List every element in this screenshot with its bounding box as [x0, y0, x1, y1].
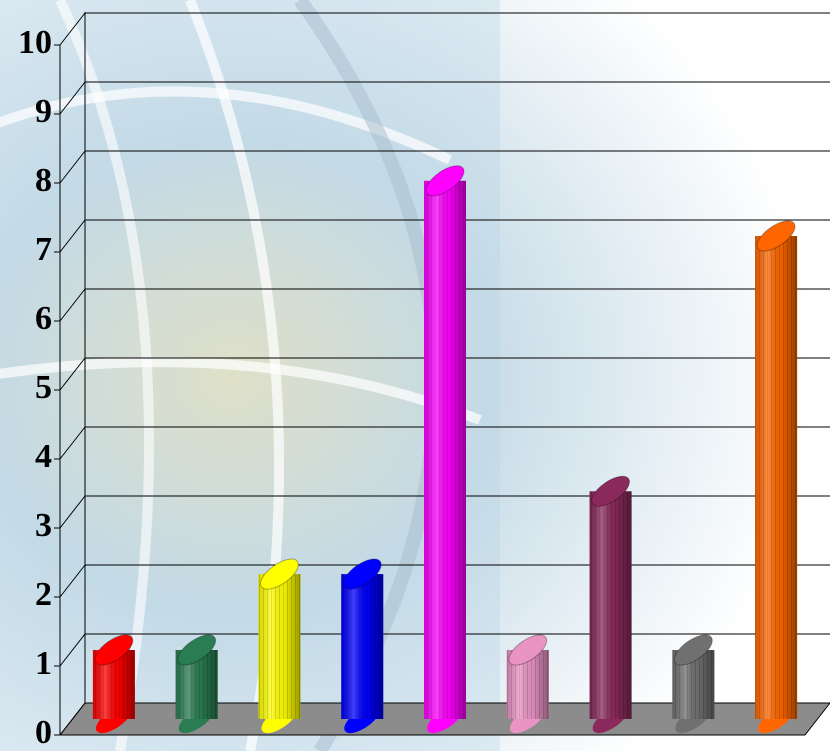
- bar-cap: [591, 475, 630, 507]
- grid-line: [59, 426, 86, 460]
- bar-shade: [755, 236, 798, 719]
- bar-shade: [424, 180, 466, 720]
- y-tick-label: 7: [35, 231, 52, 268]
- grid-line: [59, 633, 86, 667]
- y-tick-label: 0: [35, 714, 52, 751]
- bar-cap: [260, 558, 299, 590]
- y-tick-label: 8: [35, 162, 52, 199]
- grid-line: [59, 81, 86, 115]
- grid-line: [59, 12, 86, 46]
- bar-cap: [425, 165, 465, 197]
- grid-line: [59, 495, 86, 529]
- grid-line: [59, 150, 86, 184]
- y-tick-label: 9: [35, 93, 52, 130]
- bar-cap: [508, 634, 548, 666]
- grid-line: [59, 219, 86, 253]
- bar-cap: [342, 558, 382, 590]
- y-tick-label: 2: [35, 576, 52, 613]
- bar-shade: [341, 574, 384, 719]
- y-tick-label: 6: [35, 300, 52, 337]
- grid-line: [59, 357, 86, 391]
- bar-cap: [756, 220, 796, 252]
- grid-line: [59, 564, 86, 598]
- y-tick-label: 1: [35, 645, 52, 682]
- y-tick-label: 3: [35, 507, 52, 544]
- grid-line: [59, 702, 86, 736]
- bar-shade: [258, 574, 301, 719]
- y-tick-label: 5: [35, 369, 52, 406]
- bar-cap: [94, 634, 134, 666]
- grid-line: [59, 288, 86, 322]
- y-tick-label: 10: [18, 24, 52, 61]
- y-tick-label: 4: [35, 438, 52, 475]
- bar-cap: [673, 634, 713, 666]
- bar-cap: [177, 634, 217, 666]
- bar-shade: [589, 491, 632, 719]
